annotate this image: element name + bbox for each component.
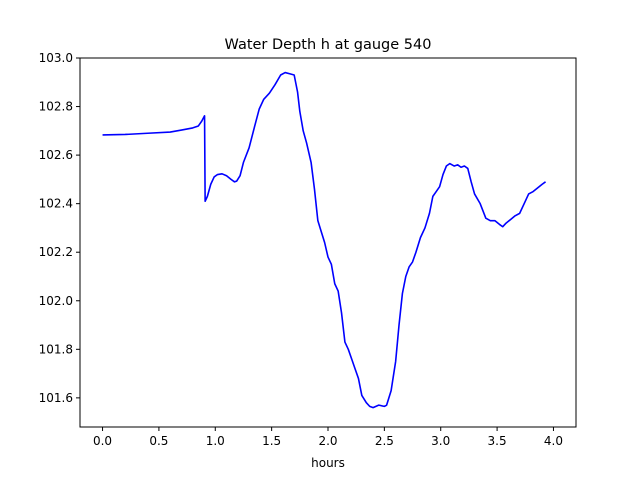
y-tick-label: 102.6 <box>39 148 73 162</box>
x-tick-label: 2.0 <box>318 434 337 448</box>
x-tick-label: 0.0 <box>93 434 112 448</box>
plot-area <box>102 71 547 409</box>
y-tick-label: 102.2 <box>39 245 73 259</box>
y-tick-label: 102.8 <box>39 100 73 114</box>
x-tick-label: 4.0 <box>544 434 563 448</box>
y-axis-ticks: 101.6 101.8 102.0 102.2 102.4 102.6 102.8 103.0 <box>39 51 80 405</box>
x-axis-ticks: 0.0 0.5 1.0 1.5 2.0 2.5 3.0 3.5 4.0 <box>93 427 563 448</box>
x-tick-label: 1.0 <box>206 434 225 448</box>
x-tick-label: 0.5 <box>149 434 168 448</box>
y-tick-label: 102.0 <box>39 294 73 308</box>
y-tick-label: 101.8 <box>39 342 73 356</box>
x-tick-label: 3.0 <box>431 434 450 448</box>
y-tick-label: 103.0 <box>39 51 73 65</box>
y-tick-label: 102.4 <box>39 197 73 211</box>
x-tick-label: 3.5 <box>488 434 507 448</box>
x-axis-label: hours <box>311 456 345 470</box>
chart-title: Water Depth h at gauge 540 <box>225 37 432 53</box>
x-tick-label: 2.5 <box>375 434 394 448</box>
series-line-0 <box>102 71 547 409</box>
y-tick-label: 101.6 <box>39 391 73 405</box>
x-tick-label: 1.5 <box>262 434 281 448</box>
